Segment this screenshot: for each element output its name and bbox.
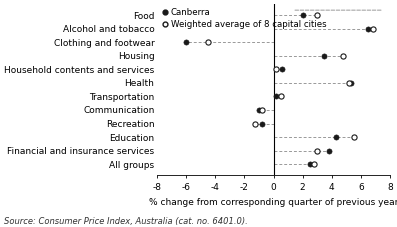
Point	[205, 40, 211, 44]
Point	[259, 122, 265, 125]
Point	[251, 122, 258, 125]
Point	[369, 27, 376, 30]
Point	[256, 108, 262, 112]
Point	[183, 40, 189, 44]
Point	[314, 149, 320, 153]
Point	[365, 27, 371, 30]
Point	[259, 108, 265, 112]
Point	[311, 162, 318, 166]
Point	[278, 95, 284, 98]
Point	[314, 13, 320, 17]
Point	[326, 149, 332, 153]
Point	[340, 54, 347, 57]
Point	[279, 67, 285, 71]
Legend: Canberra, Weighted average of 8 capital cities: Canberra, Weighted average of 8 capital …	[162, 8, 327, 29]
X-axis label: % change from corresponding quarter of previous year: % change from corresponding quarter of p…	[149, 198, 397, 207]
Point	[307, 162, 313, 166]
Point	[346, 81, 353, 85]
Point	[273, 67, 279, 71]
Point	[321, 54, 328, 57]
Text: Source: Consumer Price Index, Australia (cat. no. 6401.0).: Source: Consumer Price Index, Australia …	[4, 217, 248, 226]
Point	[347, 81, 354, 85]
Point	[351, 135, 357, 139]
Point	[273, 95, 279, 98]
Point	[299, 13, 306, 17]
Point	[333, 135, 339, 139]
